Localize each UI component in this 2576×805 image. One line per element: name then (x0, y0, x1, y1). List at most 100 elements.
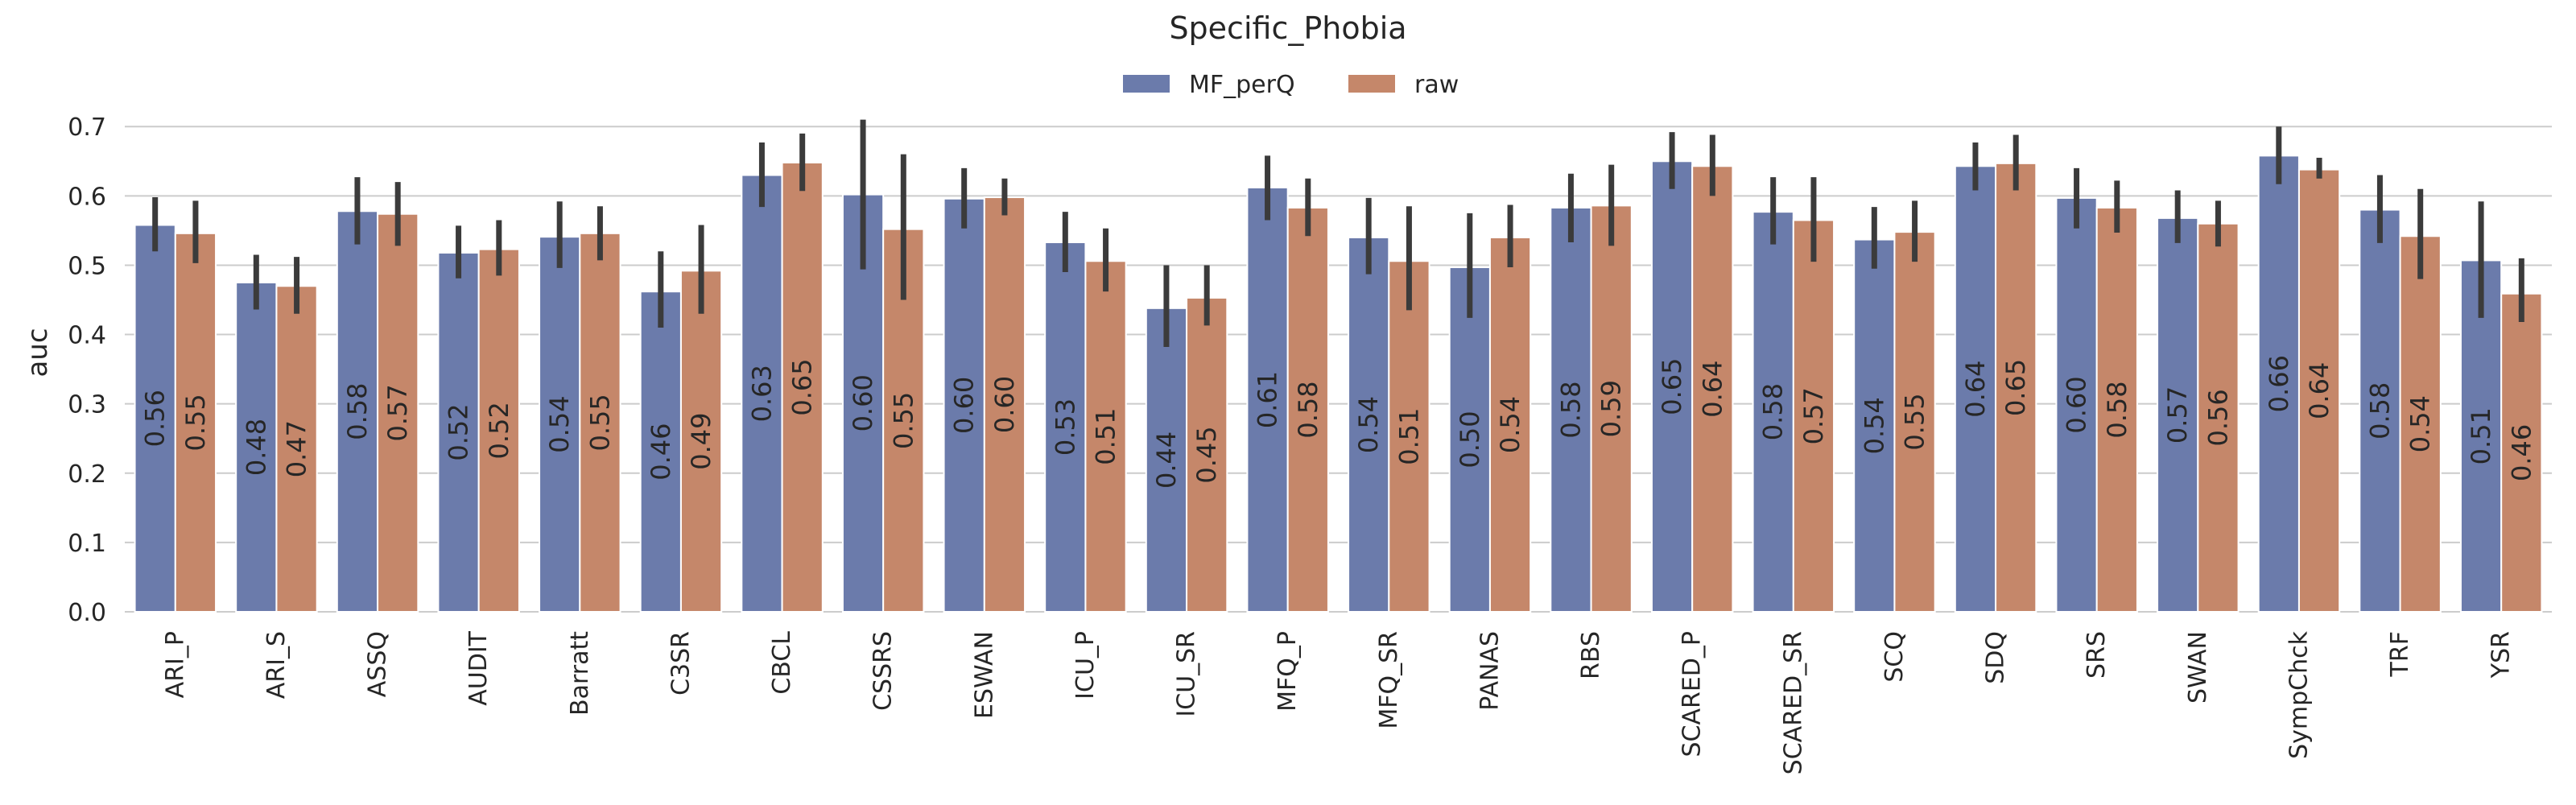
x-tick-label: CSSRS (869, 631, 898, 711)
bar-value-label: 0.60 (989, 376, 1020, 433)
bar-value-label: 0.57 (1798, 387, 1829, 444)
bar-value-label: 0.58 (1555, 381, 1586, 438)
bar-raw (1084, 260, 1127, 613)
y-axis-label: auc (22, 328, 54, 377)
bar-raw (579, 232, 621, 613)
bar-value-label: 0.63 (746, 365, 777, 422)
y-tick-label: 0.3 (68, 391, 106, 419)
x-tick-label: SCARED_P (1678, 631, 1707, 758)
bar-MF_perQ (639, 291, 682, 613)
bar-value-label: 0.64 (2304, 362, 2334, 419)
bar-MF_perQ (741, 174, 783, 613)
bar-raw (1792, 219, 1835, 613)
bar-value-label: 0.44 (1151, 431, 1182, 489)
bar-raw (1893, 231, 1936, 613)
x-tick-label: TRF (2386, 631, 2414, 677)
bar-value-label: 0.54 (544, 395, 575, 452)
bar-value-label: 0.57 (382, 384, 413, 441)
x-tick-label: CBCL (768, 631, 796, 695)
bar-value-label: 0.51 (2466, 407, 2496, 464)
x-tick-label: SCARED_SR (1779, 631, 1807, 774)
x-tick-label: SRS (2083, 631, 2111, 679)
bar-value-label: 0.60 (949, 377, 980, 434)
bar-value-label: 0.45 (1191, 426, 1222, 483)
bar-MF_perQ (1954, 165, 1997, 613)
bar-value-label: 0.54 (1353, 396, 1384, 453)
x-tick-label: MFQ_P (1274, 631, 1302, 712)
bar-value-label: 0.58 (1758, 383, 1789, 440)
bar-raw (477, 248, 520, 613)
bar-value-label: 0.58 (2364, 382, 2395, 440)
bar-raw (2197, 222, 2240, 613)
bar-value-label: 0.54 (1859, 397, 1889, 454)
bar-raw (1995, 162, 2037, 613)
x-tick-label: SympChck (2285, 630, 2313, 759)
legend-label-raw: raw (1414, 71, 1459, 99)
x-tick-label: ARI_P (161, 631, 189, 698)
bar-MF_perQ (539, 236, 581, 613)
x-tick-label: ESWAN (970, 631, 998, 719)
gridlines (125, 126, 2552, 613)
x-tick-label: SCQ (1880, 631, 1909, 683)
x-tick-label: Barratt (566, 631, 594, 716)
bar-value-label: 0.64 (1697, 361, 1728, 418)
y-tick-label: 0.5 (68, 252, 106, 280)
bar-MF_perQ (2157, 217, 2199, 613)
bar-value-label: 0.53 (1050, 398, 1080, 456)
legend-label-MF_perQ: MF_perQ (1189, 71, 1295, 99)
bar-value-label: 0.57 (2162, 386, 2193, 444)
bar-value-label: 0.58 (342, 383, 373, 440)
bar-MF_perQ (2257, 155, 2300, 613)
bar-MF_perQ (1044, 242, 1087, 613)
bar-value-label: 0.65 (1657, 358, 1687, 415)
bar-raw (679, 270, 723, 613)
bar-MF_perQ (1246, 187, 1289, 613)
chart-title: Specific_Phobia (1169, 10, 1406, 46)
x-tick-label: AUDIT (464, 630, 493, 705)
x-tick-label: ICU_P (1071, 631, 1100, 700)
bar-value-label: 0.46 (2506, 424, 2537, 481)
legend-swatch-MF_perQ (1123, 75, 1170, 93)
y-tick-label: 0.0 (68, 599, 106, 627)
bar-MF_perQ (2055, 196, 2098, 613)
bar-raw (1590, 204, 1633, 613)
x-tick-label: ASSQ (364, 631, 392, 697)
bar-value-label: 0.54 (1495, 396, 1525, 453)
x-tick-label: YSR (2487, 631, 2516, 679)
bar-value-label: 0.50 (1455, 411, 1485, 468)
bar-value-label: 0.59 (1596, 380, 1627, 437)
legend: MF_perQ raw (1123, 71, 1459, 99)
error-bars (152, 119, 2524, 348)
bar-value-label: 0.55 (584, 394, 615, 451)
bar-value-label: 0.51 (1393, 408, 1424, 465)
bar-value-label: 0.58 (2102, 381, 2132, 438)
bar-value-label: 0.60 (848, 374, 878, 431)
bar-value-label: 0.64 (1960, 361, 1991, 418)
bar-MF_perQ (1550, 206, 1592, 613)
bar-raw (983, 196, 1026, 613)
x-tick-label: SWAN (2184, 631, 2212, 704)
y-axis: 0.0 0.1 0.2 0.3 0.4 0.5 0.6 0.7 (68, 114, 106, 627)
bar-MF_perQ (943, 197, 985, 613)
y-tick-label: 0.7 (68, 114, 106, 142)
bar-value-label: 0.55 (888, 392, 919, 449)
x-tick-label: ARI_S (262, 631, 291, 699)
bar-value-label: 0.54 (2405, 395, 2436, 452)
bar-raw (2399, 235, 2442, 613)
bar-MF_perQ (1752, 211, 1794, 613)
bar-MF_perQ (134, 224, 176, 613)
y-tick-label: 0.2 (68, 460, 106, 489)
bar-raw (174, 232, 217, 613)
bar-raw (2095, 206, 2138, 613)
bar-value-label: 0.65 (787, 358, 818, 415)
bar-value-label: 0.56 (2202, 389, 2233, 446)
bar-value-label: 0.55 (1900, 393, 1930, 450)
bar-value-label: 0.49 (686, 413, 716, 470)
bar-value-label: 0.55 (180, 394, 211, 451)
bars (134, 155, 2543, 613)
x-tick-label: RBS (1577, 631, 1605, 679)
x-tick-label: C3SR (667, 631, 695, 696)
bar-value-label: 0.46 (646, 423, 676, 480)
bar-MF_perQ (1853, 238, 1896, 613)
